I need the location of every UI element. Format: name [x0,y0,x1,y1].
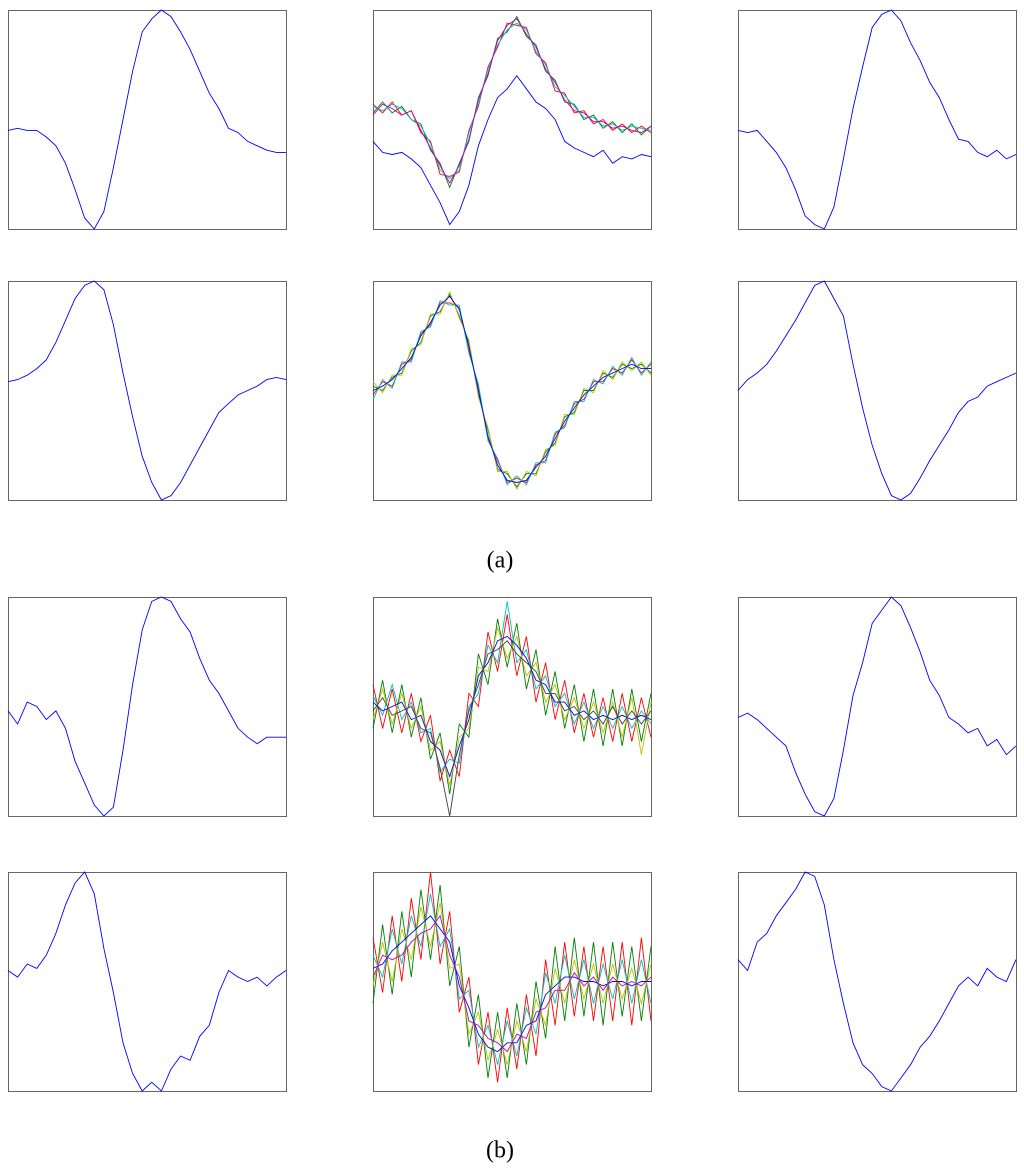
waveform [372,300,652,486]
panel-frame [373,872,652,1092]
waveform [7,280,287,501]
waveform [737,9,1017,230]
waveform [737,280,1017,501]
waveform [7,9,286,230]
waveform [372,893,652,1065]
panel-frame [373,281,652,501]
waveform [372,601,652,774]
waveform [372,22,652,177]
panel-frame [738,281,1017,501]
panel-frame [738,872,1017,1092]
panel-frame [8,10,287,230]
waveform [372,302,652,484]
waveform [372,914,652,1053]
waveform [372,614,652,782]
panel-frame [373,10,652,230]
waveform [372,15,652,189]
caption: (b) [486,1138,514,1164]
waveform [372,22,652,180]
waveform [7,596,286,817]
waveform [372,640,652,817]
panel-frame [738,10,1017,230]
waveform [372,74,652,226]
panel-frame [373,597,652,817]
panel-frame [8,597,287,817]
waveform [372,18,652,184]
waveform [737,871,1017,1092]
panel-frame [8,281,287,501]
waveform [372,915,651,1053]
waveform [372,295,651,483]
waveform [372,618,652,795]
waveform [7,871,287,1092]
waveform [372,293,652,488]
caption: (a) [487,548,514,574]
waveform [372,290,652,491]
waveform [372,635,652,779]
waveform [372,885,652,1078]
waveform [737,596,1017,817]
panel-frame [8,872,287,1092]
panel-frame [738,597,1017,817]
